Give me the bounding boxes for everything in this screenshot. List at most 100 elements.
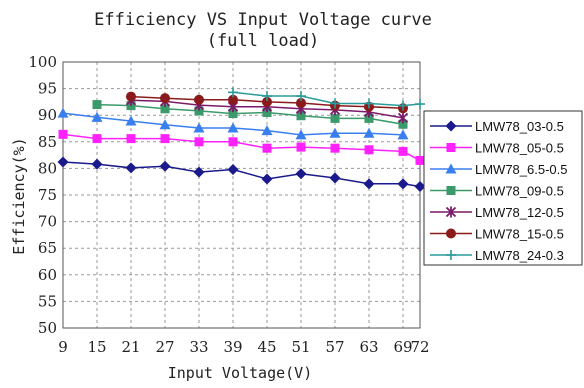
series-6: [228, 87, 425, 111]
data-point: [193, 122, 205, 133]
series-line: [96, 103, 404, 125]
data-point: [364, 113, 374, 123]
legend-label: LMW78_24-0.3: [475, 248, 564, 263]
data-point: [58, 129, 68, 139]
data-point: [296, 97, 306, 108]
legend-label: LMW78_05-0.5: [475, 141, 564, 156]
data-point: [295, 129, 307, 140]
legend-item: LMW78_24-0.3: [430, 248, 564, 263]
data-point: [330, 143, 340, 153]
data-point: [363, 127, 375, 138]
data-point: [398, 119, 408, 129]
data-point: [330, 98, 340, 109]
data-point: [262, 96, 272, 107]
x-tick-label: 69: [393, 338, 412, 356]
series-1: [58, 129, 425, 165]
data-point: [159, 119, 171, 130]
series-0: [57, 156, 426, 192]
legend-item: LMW78_05-0.5: [430, 141, 564, 156]
data-point: [364, 145, 374, 155]
data-point: [398, 100, 408, 111]
legend-item: LMW78_15-0.5: [430, 227, 564, 242]
x-tick-label: 9: [58, 338, 68, 356]
data-point: [296, 91, 306, 102]
legend-label: LMW78_6.5-0.5: [475, 162, 568, 177]
x-tick-label: 15: [87, 338, 106, 356]
legend-marker: [445, 163, 457, 174]
data-point: [296, 111, 306, 121]
legend-marker: [445, 206, 457, 218]
x-tick-label: 45: [257, 338, 276, 356]
data-point: [194, 106, 204, 116]
legend-label: LMW78_09-0.5: [475, 184, 564, 199]
data-point: [228, 87, 238, 98]
data-point: [92, 100, 102, 110]
data-point: [125, 115, 137, 126]
data-point: [92, 134, 102, 144]
chart-subtitle: (full load): [207, 31, 320, 51]
x-tick-label: 51: [291, 338, 310, 356]
y-tick-label: 75: [38, 186, 57, 204]
data-point: [125, 162, 137, 174]
x-axis-title: Input Voltage(V): [168, 364, 313, 382]
x-tick-label: 33: [189, 338, 208, 356]
data-point: [330, 113, 340, 123]
legend-marker: [446, 186, 456, 195]
legend-marker: [446, 143, 456, 152]
data-point: [398, 146, 408, 156]
data-point: [296, 142, 306, 152]
y-tick-label: 50: [38, 319, 57, 337]
data-point: [329, 127, 341, 138]
plot-area: [62, 61, 421, 329]
data-point: [397, 129, 409, 140]
data-point: [227, 122, 239, 133]
data-point: [57, 156, 69, 168]
data-point: [228, 109, 238, 119]
data-point: [415, 99, 425, 110]
data-point: [261, 173, 273, 185]
y-tick-label: 85: [38, 133, 57, 151]
data-point: [160, 93, 170, 104]
series-2: [57, 107, 409, 140]
y-tick-label: 100: [28, 53, 57, 71]
data-point: [329, 172, 341, 184]
data-point: [160, 104, 170, 114]
series-layer: [57, 87, 426, 192]
legend-label: LMW78_15-0.5: [475, 227, 564, 242]
data-point: [262, 91, 272, 102]
y-tick-label: 80: [38, 159, 57, 177]
data-point: [414, 180, 426, 192]
y-axis-title: Efficiency(%): [10, 137, 28, 254]
data-point: [159, 160, 171, 172]
x-tick-label: 39: [223, 338, 242, 356]
series-3: [92, 100, 408, 129]
x-tick-label: 63: [359, 338, 378, 356]
x-tick-label: 72: [410, 338, 429, 356]
legend-marker: [445, 120, 457, 132]
y-tick-label: 65: [38, 239, 57, 257]
data-point: [91, 158, 103, 170]
data-point: [397, 112, 409, 124]
y-tick-label: 55: [38, 292, 57, 310]
y-tick-label: 95: [38, 80, 57, 98]
x-tick-label: 27: [155, 338, 174, 356]
x-tick-label: 21: [121, 338, 140, 356]
data-point: [91, 111, 103, 122]
y-tick-label: 70: [38, 213, 57, 231]
series-line: [62, 133, 421, 162]
legend-item: LMW78_09-0.5: [430, 184, 564, 199]
x-tick-label: 57: [325, 338, 344, 356]
data-point: [160, 134, 170, 144]
data-point: [364, 98, 374, 109]
data-point: [228, 94, 238, 105]
legend-label: LMW78_12-0.5: [475, 205, 564, 220]
data-point: [261, 125, 273, 136]
y-tick-label: 90: [38, 106, 57, 124]
data-point: [193, 166, 205, 178]
data-point: [363, 178, 375, 190]
data-point: [194, 137, 204, 147]
data-point: [262, 143, 272, 153]
tick-labels: 50 55 60 65 70 75 80 85 90 95 100 9 15 21 27 33 39 45 51 57…: [28, 53, 429, 356]
legend-item: LMW78_03-0.5: [430, 119, 564, 134]
legend-marker: [446, 228, 456, 239]
